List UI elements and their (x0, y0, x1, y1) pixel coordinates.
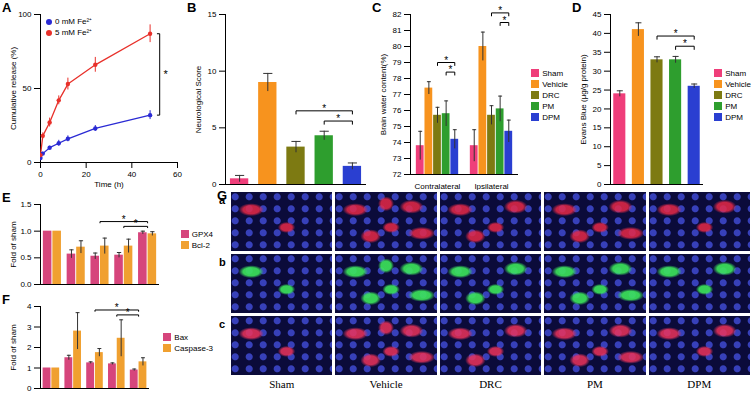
svg-text:5: 5 (597, 161, 602, 170)
html-text:B: B (187, 0, 197, 15)
html-text:Sham: Sham (725, 68, 747, 78)
html-text:DRC: DRC (725, 90, 743, 100)
svg-text:81: 81 (393, 26, 402, 35)
svg-text:10: 10 (593, 142, 602, 151)
html-text:Sham: Sham (269, 378, 295, 390)
html-text:Vehicle: Vehicle (369, 378, 403, 390)
svg-text:75: 75 (393, 122, 402, 131)
svg-text:*: * (503, 15, 507, 26)
html-text:C: C (372, 0, 382, 15)
svg-text:0: 0 (27, 158, 32, 167)
svg-text:100: 100 (18, 10, 32, 19)
svg-text:*: * (115, 302, 119, 313)
svg-text:76: 76 (393, 106, 402, 115)
svg-text:Neurological Score: Neurological Score (194, 65, 203, 133)
svg-text:40: 40 (593, 29, 602, 38)
html-text:DRC: DRC (542, 90, 560, 100)
svg-text:1: 1 (27, 364, 32, 373)
html-text:Vehicle: Vehicle (725, 79, 751, 89)
svg-text:1.5: 1.5 (20, 200, 32, 209)
svg-text:2: 2 (27, 343, 32, 352)
svg-text:Contralateral: Contralateral (415, 182, 461, 190)
html-text:A: A (2, 0, 12, 15)
svg-text:78: 78 (393, 74, 402, 83)
html-text:5 mM Fe²⁺: 5 mM Fe²⁺ (55, 28, 93, 37)
svg-text:0.0: 0.0 (20, 280, 32, 289)
svg-text:*: * (134, 218, 138, 229)
svg-text:*: * (449, 64, 453, 75)
svg-text:Cumulative release (%): Cumulative release (%) (9, 47, 18, 130)
svg-text:74: 74 (393, 138, 402, 147)
svg-text:*: * (444, 55, 448, 66)
svg-text:25: 25 (593, 86, 602, 95)
html-text:F: F (2, 292, 10, 307)
html-text:E: E (2, 190, 11, 205)
svg-text:79: 79 (393, 58, 402, 67)
html-text:DPM: DPM (687, 378, 712, 390)
svg-text:60: 60 (173, 170, 182, 179)
html-text:b: b (219, 256, 226, 268)
svg-text:Evans Blue (μg/g protein): Evans Blue (μg/g protein) (579, 54, 588, 145)
svg-text:15: 15 (593, 123, 602, 132)
svg-text:*: * (322, 103, 326, 114)
svg-text:80: 80 (393, 42, 402, 51)
svg-text:73: 73 (393, 154, 402, 163)
svg-text:*: * (336, 113, 340, 124)
svg-text:35: 35 (593, 48, 602, 57)
html-text:PM: PM (542, 101, 555, 111)
svg-text:3: 3 (27, 323, 32, 332)
svg-text:72: 72 (393, 170, 402, 179)
svg-text:77: 77 (393, 90, 402, 99)
html-text:Bcl-2: Bcl-2 (191, 241, 210, 250)
html-text:c: c (219, 318, 226, 330)
html-text:DPM: DPM (725, 112, 743, 122)
svg-text:4: 4 (27, 302, 32, 311)
html-text:DPM: DPM (542, 112, 560, 122)
html-text:0 mM Fe²⁺: 0 mM Fe²⁺ (55, 17, 93, 26)
svg-text:10: 10 (208, 67, 217, 76)
svg-text:40: 40 (127, 170, 136, 179)
svg-text:*: * (122, 214, 126, 225)
svg-text:0: 0 (38, 170, 43, 179)
html-text:a: a (219, 194, 226, 206)
html-text:D: D (572, 0, 582, 15)
svg-text:20: 20 (593, 105, 602, 114)
svg-text:*: * (674, 28, 678, 39)
html-text:PM: PM (725, 101, 738, 111)
svg-text:20: 20 (82, 170, 91, 179)
svg-text:50: 50 (23, 84, 32, 93)
svg-text:Ipsilateral: Ipsilateral (474, 182, 508, 190)
svg-text:*: * (126, 307, 130, 318)
html-text:G: G (217, 188, 228, 203)
svg-text:*: * (498, 5, 502, 16)
html-text:Sham: Sham (542, 68, 564, 78)
svg-text:*: * (164, 68, 169, 80)
svg-text:0: 0 (597, 180, 602, 189)
svg-text:0.5: 0.5 (20, 253, 32, 262)
html-text:Vehicle: Vehicle (542, 79, 568, 89)
svg-text:82: 82 (393, 10, 402, 19)
svg-text:45: 45 (593, 10, 602, 19)
svg-text:Time (h): Time (h) (94, 180, 124, 189)
svg-text:Fold of sham: Fold of sham (9, 324, 18, 371)
svg-text:0: 0 (212, 180, 217, 189)
html-text:PM: PM (586, 378, 603, 390)
svg-text:1.0: 1.0 (20, 227, 32, 236)
svg-text:*: * (683, 38, 687, 49)
svg-text:15: 15 (208, 10, 217, 19)
html-text:Caspase-3: Caspase-3 (174, 344, 213, 353)
html-text:Bax: Bax (174, 333, 189, 342)
svg-text:30: 30 (593, 67, 602, 76)
html-text:GPX4: GPX4 (191, 230, 213, 239)
svg-text:Brain water content(%): Brain water content(%) (379, 53, 388, 135)
html-text:DRC: DRC (479, 378, 502, 390)
svg-text:5: 5 (212, 123, 217, 132)
svg-text:Fold of sham: Fold of sham (9, 221, 18, 268)
svg-text:0: 0 (27, 384, 32, 393)
